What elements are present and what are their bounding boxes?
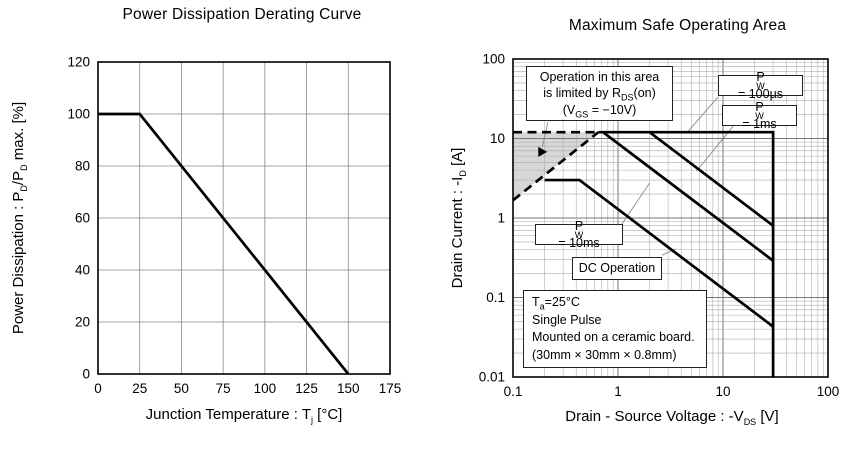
curve-derating-line — [98, 112, 350, 375]
curve-dc-boundary — [544, 178, 774, 328]
plot-border — [97, 61, 391, 375]
y-tick-label: 0.01 — [479, 370, 505, 385]
rds-note-line2: is limited by RDS(on) — [543, 86, 656, 103]
rds-note-line3: (VGS = −10V) — [562, 102, 637, 120]
y-tick-label: 100 — [482, 52, 505, 67]
y-tick-label: 120 — [67, 55, 90, 70]
curve-pw-100us-boundary — [598, 130, 775, 377]
rds-limited-shaded-region — [513, 132, 599, 201]
y-tick-label: 100 — [67, 107, 90, 122]
y-tick-label: 1 — [497, 211, 505, 226]
y-tick-label: 0.1 — [486, 290, 505, 305]
callout-pointer-line-0 — [541, 122, 549, 148]
callout-pointer-line-2 — [696, 125, 734, 172]
dc-operation-label: DC Operation — [572, 257, 662, 280]
rds-limited-area-note: Operation in this area is limited by RDS… — [526, 66, 673, 121]
y-tick-label: 40 — [75, 263, 90, 278]
derating-x-axis-label: Junction Temperature : Tj [°C] — [145, 406, 343, 425]
x-tick-label: 1 — [614, 384, 622, 399]
rds-note-line1: Operation in this area — [539, 69, 660, 84]
derating-chart-title: Power Dissipation Derating Curve — [122, 6, 362, 23]
condition-pulse: Single Pulse — [532, 312, 602, 327]
y-tick-label: 60 — [75, 211, 90, 226]
x-tick-label: 25 — [132, 381, 147, 396]
test-conditions-note: Ta=25°C Single Pulse Mounted on a cerami… — [523, 290, 707, 368]
x-tick-label: 0.1 — [504, 384, 523, 399]
x-tick-label: 150 — [337, 381, 360, 396]
x-tick-label: 10 — [715, 384, 730, 399]
condition-temperature: Ta=25°C — [532, 295, 580, 312]
x-tick-label: 125 — [295, 381, 318, 396]
callout-pointer-line-1 — [687, 96, 719, 133]
soa-chart-title: Maximum Safe Operating Area — [568, 17, 787, 34]
x-tick-label: 100 — [254, 381, 277, 396]
x-tick-label: 0 — [94, 381, 102, 396]
x-tick-label: 50 — [174, 381, 189, 396]
soa-y-axis-label: Drain Current : -ID [A] — [449, 147, 468, 289]
soa-x-axis-label: Drain - Source Voltage : -VDS [V] — [565, 408, 779, 427]
curve-pw-10ms-boundary — [602, 131, 774, 262]
curve-rds-on-limit-line — [512, 131, 600, 202]
triangle-right-marker-icon — [538, 146, 548, 157]
derating-y-axis-label: Power Dissipation : PD/PD max. [%] — [10, 101, 29, 335]
x-tick-label: 100 — [817, 384, 840, 399]
curve-pw-1ms-boundary — [648, 131, 774, 227]
x-tick-label: 175 — [379, 381, 402, 396]
y-tick-label: 0 — [82, 367, 90, 382]
condition-mounting: Mounted on a ceramic board. — [532, 330, 695, 344]
y-tick-label: 10 — [490, 131, 505, 146]
condition-board-size: (30mm × 30mm × 0.8mm) — [532, 347, 677, 362]
y-tick-label: 80 — [75, 159, 90, 174]
derating-chart-plot: 0 25 50 75 100 125 150 175 0 20 40 60 80 100 120 — [67, 55, 402, 397]
y-tick-label: 20 — [75, 315, 90, 330]
plot-border — [512, 58, 829, 378]
x-tick-label: 75 — [216, 381, 231, 396]
